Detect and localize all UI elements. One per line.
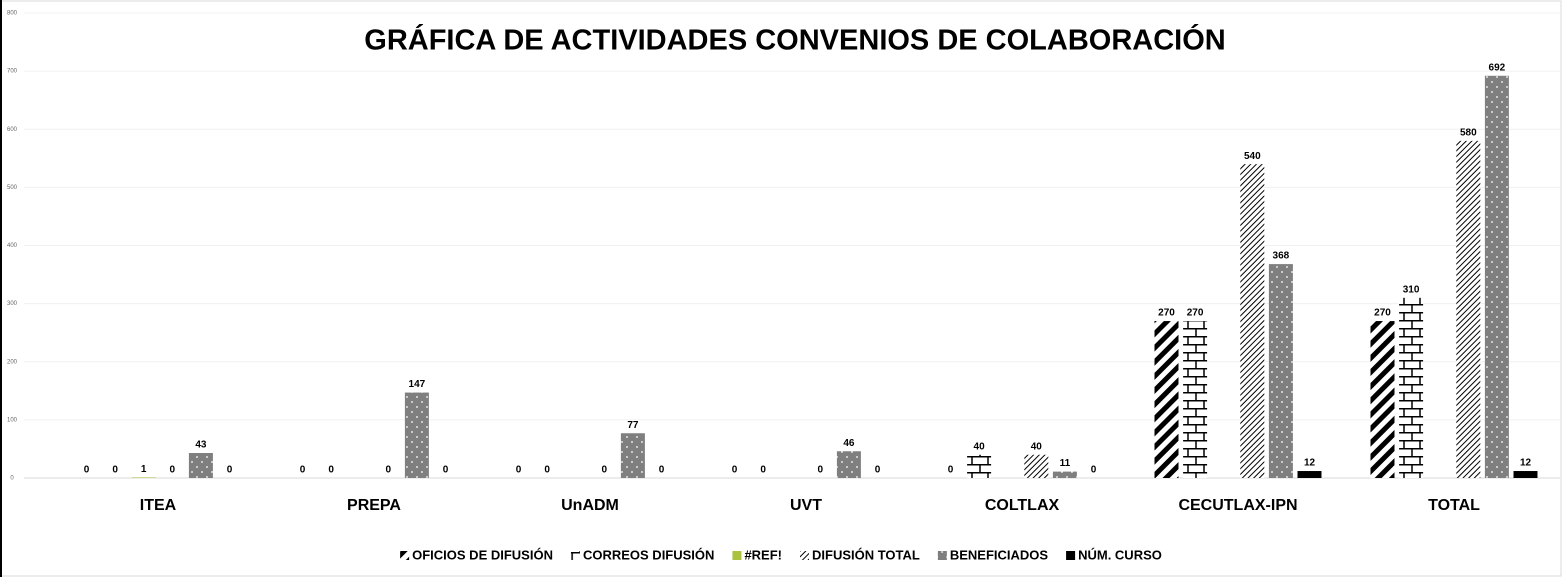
bar (1456, 140, 1481, 478)
data-label: 0 (948, 465, 954, 476)
data-label: 0 (300, 465, 306, 476)
x-tick-label: TOTAL (1428, 497, 1480, 514)
data-label: 0 (170, 465, 176, 476)
data-label: 12 (1304, 458, 1316, 469)
y-tick-label: 100 (7, 417, 18, 423)
bar (1268, 264, 1293, 478)
y-tick-label: 300 (7, 301, 18, 307)
y-tick-label: 0 (10, 476, 14, 482)
bar (1513, 471, 1538, 478)
y-tick-label: 700 (7, 69, 18, 75)
data-label: 147 (409, 379, 426, 390)
legend: OFICIOS DE DIFUSIÓN CORREOS DIFUSIÓN #REF!… (400, 547, 1162, 562)
legend-swatch (400, 551, 410, 560)
x-tick-label: PREPA (347, 497, 401, 514)
bar (1240, 164, 1265, 478)
y-tick-label: 500 (7, 185, 18, 191)
x-tick-label: CECUTLAX-IPN (1178, 497, 1297, 514)
data-label: 0 (659, 465, 665, 476)
data-label: 0 (544, 465, 550, 476)
data-label: 0 (760, 465, 766, 476)
data-label: 0 (386, 465, 392, 476)
bar (620, 433, 645, 478)
legend-swatch (1066, 551, 1076, 560)
data-label: 270 (1158, 308, 1175, 319)
data-label: 0 (818, 465, 824, 476)
legend-label: #REF! (744, 547, 782, 562)
y-tick-label: 800 (7, 11, 18, 17)
data-label: 0 (732, 465, 738, 476)
x-tick-label: ITEA (140, 497, 177, 514)
bar (1052, 471, 1077, 478)
data-label: 46 (843, 438, 855, 449)
x-tick-label: UnADM (561, 497, 619, 514)
legend-swatch (937, 551, 947, 560)
data-label: 40 (1031, 441, 1043, 452)
data-label: 0 (602, 465, 608, 476)
data-label: 1 (141, 464, 147, 475)
data-label: 580 (1460, 128, 1477, 139)
data-label: 540 (1244, 151, 1261, 162)
bar (1370, 321, 1395, 478)
bar (131, 477, 156, 478)
data-label: 0 (875, 465, 881, 476)
legend-label: OFICIOS DE DIFUSIÓN (412, 547, 553, 562)
bar (836, 451, 861, 478)
legend-label: DIFUSIÓN TOTAL (812, 547, 920, 562)
data-label: 0 (112, 465, 118, 476)
bar (1183, 321, 1208, 478)
data-label: 40 (974, 441, 986, 452)
data-label: 270 (1374, 308, 1391, 319)
data-label: 310 (1403, 284, 1420, 295)
y-tick-label: 200 (7, 359, 18, 365)
chart-title: GRÁFICA DE ACTIVIDADES CONVENIOS DE COLA… (364, 23, 1225, 57)
data-label: 0 (1091, 465, 1097, 476)
data-label: 0 (84, 465, 90, 476)
data-label: 77 (627, 420, 639, 431)
data-label: 368 (1273, 251, 1290, 262)
data-label: 0 (516, 465, 522, 476)
data-label: 0 (227, 465, 233, 476)
bar (1297, 471, 1322, 478)
data-label: 11 (1060, 458, 1071, 469)
bar (1024, 454, 1049, 478)
bar (967, 454, 992, 478)
bar (404, 392, 429, 478)
data-label: 692 (1489, 62, 1506, 73)
legend-label: CORREOS DIFUSIÓN (583, 547, 714, 562)
bar (1399, 297, 1424, 478)
data-label: 0 (328, 465, 334, 476)
legend-swatch (732, 551, 742, 560)
legend-label: NÚM. CURSO (1078, 547, 1162, 562)
x-tick-label: UVT (790, 497, 822, 514)
data-label: 12 (1520, 458, 1532, 469)
legend-swatch (570, 551, 580, 560)
legend-swatch (800, 551, 809, 560)
y-tick-label: 600 (7, 127, 18, 133)
data-label: 270 (1187, 308, 1204, 319)
bar (1154, 321, 1179, 478)
y-tick-label: 400 (7, 243, 18, 249)
bar (188, 453, 213, 478)
bar (1484, 75, 1509, 479)
x-tick-label: COLTLAX (985, 497, 1060, 514)
data-label: 43 (195, 440, 207, 451)
data-label: 0 (443, 465, 449, 476)
legend-label: BENEFICIADOS (950, 547, 1049, 562)
